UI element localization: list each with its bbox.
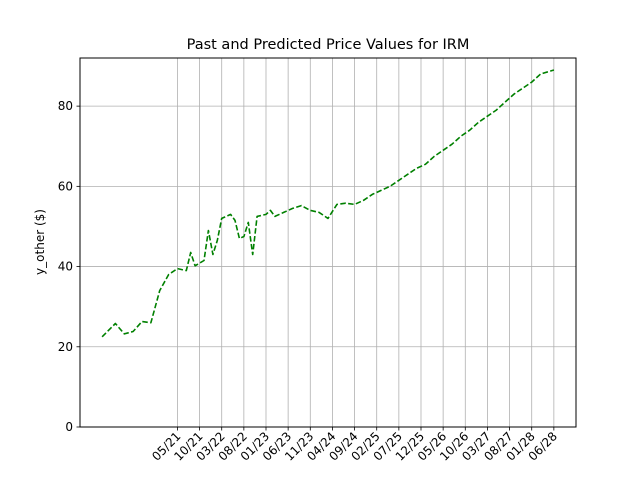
y-tick-label: 0	[65, 420, 73, 434]
x-axis-ticks: 05/2110/2103/2208/2201/2306/2311/2304/24…	[149, 427, 560, 464]
grid-lines	[80, 58, 576, 428]
chart-title: Past and Predicted Price Values for IRM	[187, 37, 470, 53]
plot-area-frame	[79, 57, 577, 428]
y-tick-label: 20	[58, 340, 73, 354]
series-layer	[101, 69, 555, 338]
y-tick-label: 60	[58, 179, 73, 193]
y-axis-label: y_other ($)	[33, 209, 47, 275]
y-axis-ticks: 0 20 40 60 80	[58, 99, 80, 434]
series-line	[101, 69, 555, 338]
y-tick-label: 80	[58, 99, 73, 113]
y-tick-label: 40	[58, 260, 73, 274]
